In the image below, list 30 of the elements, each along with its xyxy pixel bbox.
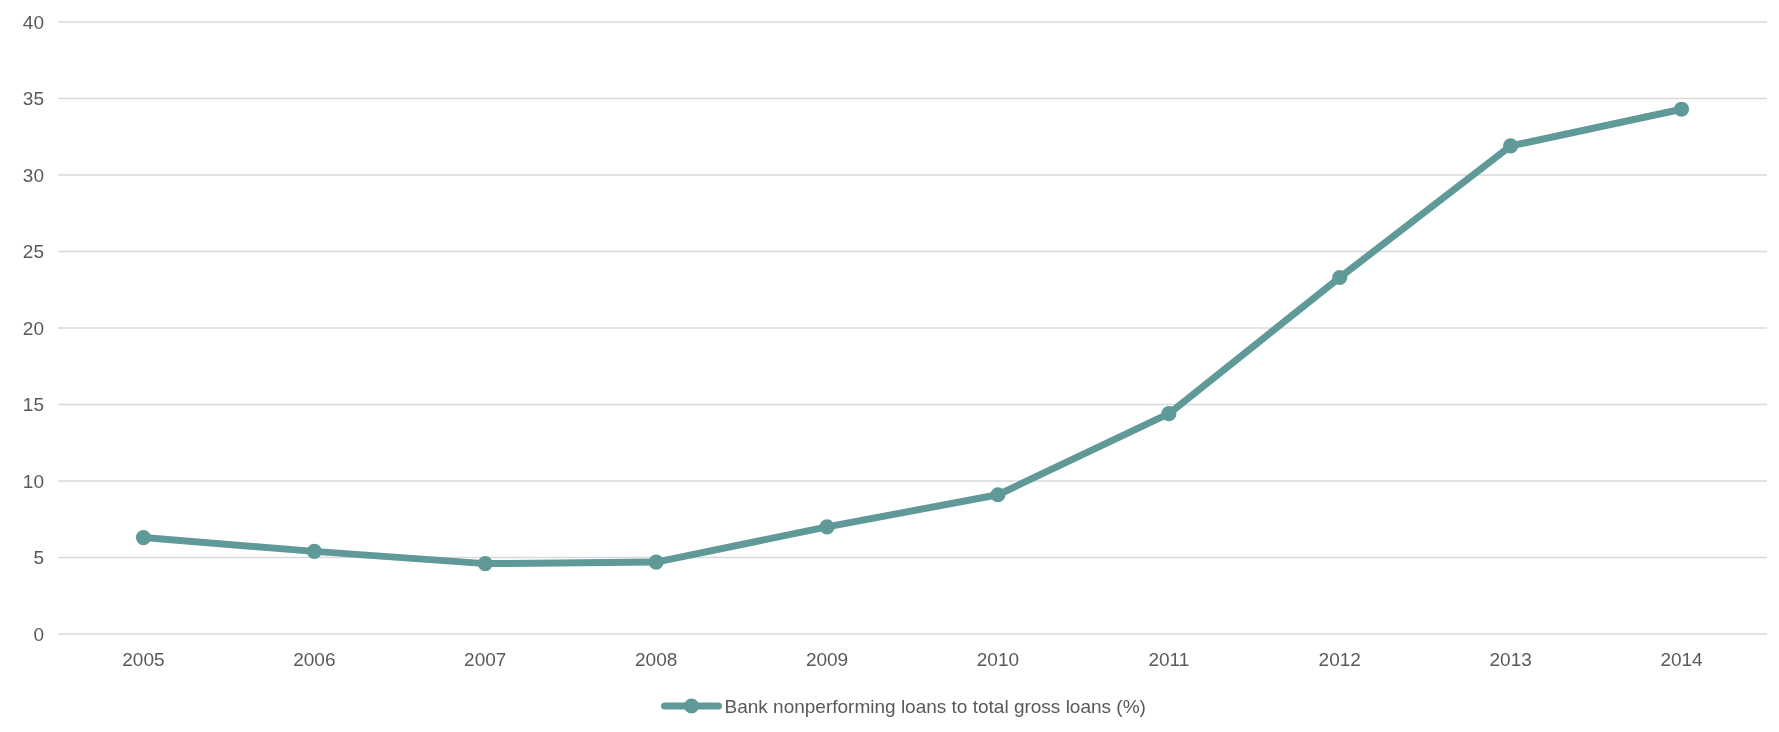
y-tick-label: 5 <box>33 547 44 569</box>
y-tick-label: 35 <box>22 88 44 110</box>
point <box>819 519 835 535</box>
x-tick-label: 2005 <box>122 649 165 670</box>
point <box>135 530 152 546</box>
point <box>990 487 1006 503</box>
y-tick-label: 30 <box>22 164 44 186</box>
point <box>648 554 664 570</box>
y-tick-label: 0 <box>33 623 44 645</box>
x-tick-label: 2009 <box>805 649 849 670</box>
x-tick-label: 2006 <box>293 649 336 670</box>
point <box>1503 138 1519 154</box>
point <box>1161 406 1177 422</box>
y-tick-label: 20 <box>22 317 44 339</box>
y-tick-label: 15 <box>22 394 44 416</box>
legend-label: Bank nonperforming loans to total gross loans (%) <box>724 695 1146 717</box>
x-tick-label: 2012 <box>1318 649 1361 670</box>
point <box>1673 101 1690 117</box>
point <box>306 543 322 559</box>
y-tick-label: 40 <box>22 11 44 33</box>
y-tick-label: 10 <box>22 470 44 492</box>
x-tick-label: 2007 <box>464 649 507 670</box>
x-tick-label: 2011 <box>1148 649 1190 670</box>
x-tick-label: 2010 <box>976 649 1020 670</box>
x-tick-label: 2014 <box>1660 649 1704 670</box>
x-tick-label: 2008 <box>635 649 678 670</box>
point <box>477 556 493 572</box>
point <box>1332 269 1348 286</box>
x-tick-label: 2013 <box>1489 649 1532 670</box>
y-tick-label: 25 <box>22 241 44 263</box>
